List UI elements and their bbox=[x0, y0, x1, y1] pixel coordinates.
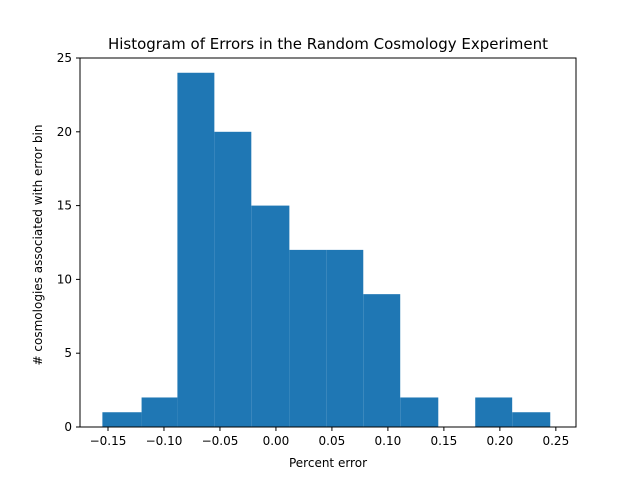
y-tick-label: 10 bbox=[57, 272, 72, 286]
x-axis-label: Percent error bbox=[289, 456, 367, 470]
x-axis-ticks: −0.15 −0.10 −0.05 0.00 0.05 0.10 0.15 0.20 0.25 bbox=[90, 427, 569, 448]
x-tick-label: 0.20 bbox=[487, 434, 514, 448]
histogram-bar-6 bbox=[326, 249, 364, 427]
y-tick-label: 15 bbox=[57, 199, 72, 213]
histogram-bar-5 bbox=[289, 249, 327, 427]
x-tick-label: −0.10 bbox=[146, 434, 183, 448]
histogram-bar-3 bbox=[214, 131, 252, 428]
histogram-bar-7 bbox=[363, 294, 401, 427]
x-tick-label: 0.15 bbox=[431, 434, 458, 448]
x-tick-label: 0.00 bbox=[263, 434, 290, 448]
histogram-bar-2 bbox=[177, 72, 215, 427]
y-tick-label: 0 bbox=[64, 420, 72, 434]
x-tick-label: −0.15 bbox=[90, 434, 127, 448]
y-tick-label: 25 bbox=[57, 51, 72, 65]
histogram-bar-4 bbox=[251, 205, 290, 427]
y-axis-ticks: 0 5 10 15 20 25 bbox=[57, 51, 80, 434]
histogram-bar-11 bbox=[512, 412, 551, 427]
histogram-bar-1 bbox=[141, 397, 178, 427]
x-tick-label: 0.25 bbox=[542, 434, 569, 448]
x-tick-label: 0.05 bbox=[319, 434, 346, 448]
histogram-bar-8 bbox=[400, 397, 439, 427]
y-axis-label: # cosmologies associated with error bin bbox=[31, 125, 45, 366]
x-tick-label: −0.05 bbox=[202, 434, 239, 448]
histogram-bars bbox=[102, 72, 551, 428]
x-tick-label: 0.10 bbox=[375, 434, 402, 448]
plot-frame bbox=[79, 57, 577, 428]
histogram-bar-10 bbox=[475, 397, 513, 427]
y-tick-label: 20 bbox=[57, 125, 72, 139]
histogram-bar-0 bbox=[102, 412, 142, 427]
chart-title: Histogram of Errors in the Random Cosmol… bbox=[108, 35, 548, 53]
y-tick-label: 5 bbox=[64, 346, 72, 360]
